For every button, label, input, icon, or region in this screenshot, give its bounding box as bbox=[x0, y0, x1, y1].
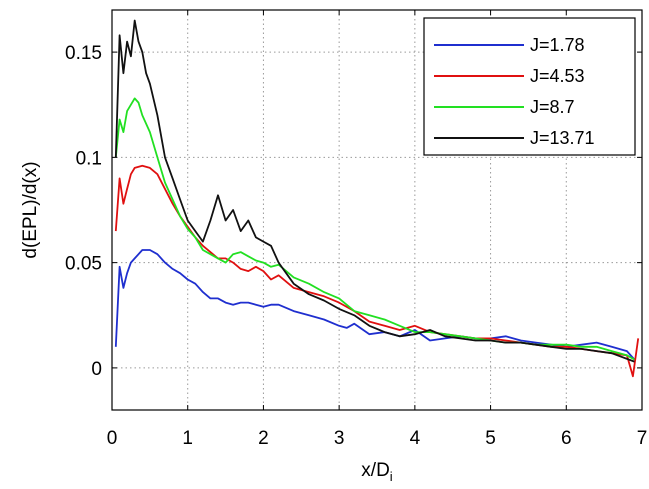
legend-label: J=4.53 bbox=[530, 66, 585, 86]
legend-label: J=13.71 bbox=[530, 128, 595, 148]
y-tick-label: 0.1 bbox=[76, 148, 102, 169]
y-tick-label: 0.15 bbox=[65, 43, 102, 64]
series-line-4 bbox=[114, 19, 635, 363]
x-tick-label: 2 bbox=[258, 428, 269, 449]
x-tick-label: 3 bbox=[334, 428, 345, 449]
y-tick-label: 0.05 bbox=[65, 254, 102, 275]
legend-box bbox=[423, 17, 636, 156]
x-tick-label: 4 bbox=[410, 428, 421, 449]
x-tick-label: 6 bbox=[561, 428, 572, 449]
y-tick-label: 0 bbox=[91, 359, 102, 380]
x-tick-label: 5 bbox=[485, 428, 496, 449]
x-tick-label: 1 bbox=[182, 428, 193, 449]
series-layer bbox=[114, 19, 640, 378]
plot-frame bbox=[111, 9, 643, 411]
x-axis-label-subscript: i bbox=[390, 469, 393, 484]
legend: J=1.78 J=4.53 J=8.7 J=13.71 bbox=[423, 17, 636, 156]
x-tick-label: 7 bbox=[637, 428, 648, 449]
x-axis-label: x/Di bbox=[361, 460, 393, 484]
legend-label: J=8.7 bbox=[530, 97, 575, 117]
legend-label: J=1.78 bbox=[530, 35, 585, 55]
y-axis-label: d(EPL)/d(x) bbox=[20, 161, 41, 258]
axis-ticks: 0 1 2 3 4 5 6 7 0 0.05 0.1 0.15 bbox=[65, 10, 647, 449]
x-tick-label: 0 bbox=[107, 428, 118, 449]
series-line-1 bbox=[114, 249, 636, 361]
